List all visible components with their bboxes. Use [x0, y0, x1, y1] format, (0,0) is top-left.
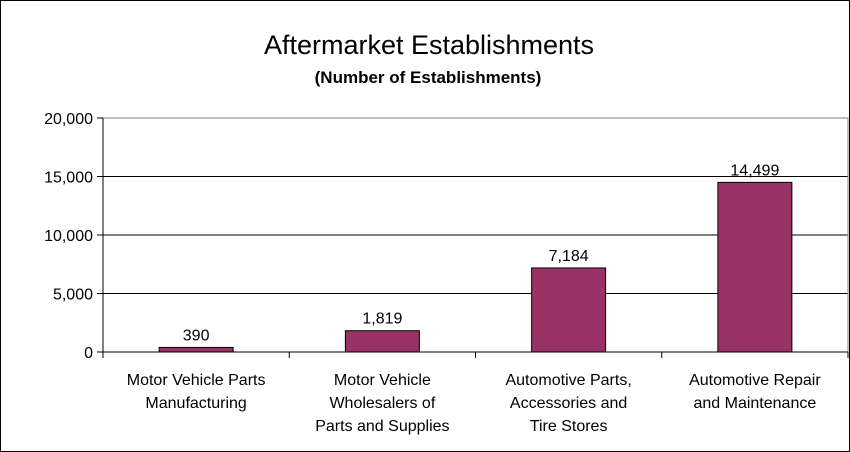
category-label: Automotive Repair and Maintenance	[689, 372, 821, 412]
category-label-line: Accessories and	[510, 395, 627, 412]
y-tick-label: 20,000	[44, 111, 93, 128]
category-label: Motor Vehicle Parts Manufacturing	[127, 372, 266, 412]
bars	[158, 181, 793, 353]
category-label-line: Wholesalers of	[329, 395, 435, 412]
y-tick-label: 15,000	[44, 170, 93, 187]
bar	[531, 267, 607, 353]
category-label: Automotive Parts, Accessories and Tire Sto…	[505, 372, 631, 435]
category-label-line: Automotive Parts,	[505, 372, 631, 389]
bar	[158, 346, 234, 353]
chart-title: Aftermarket Establishments	[264, 30, 594, 60]
data-label: 1,819	[362, 311, 402, 328]
y-tick-label: 5,000	[53, 287, 93, 304]
category-label-line: Motor Vehicle Parts	[127, 372, 266, 389]
y-tick-label: 10,000	[44, 228, 93, 245]
bar	[344, 330, 420, 353]
category-label-line: Manufacturing	[145, 395, 246, 412]
category-label-line: and Maintenance	[693, 395, 816, 412]
category-label-line: Parts and Supplies	[315, 418, 449, 435]
category-label-line: Motor Vehicle	[334, 372, 431, 389]
data-labels: 390 1,819 7,184 14,499	[183, 162, 780, 344]
y-tick-label: 0	[84, 345, 93, 362]
bar	[717, 181, 793, 353]
x-ticks	[102, 352, 849, 358]
data-label: 390	[183, 327, 210, 344]
category-label-line: Tire Stores	[530, 418, 608, 435]
chart-subtitle: (Number of Establishments)	[315, 68, 542, 87]
category-label-line: Automotive Repair	[689, 372, 821, 389]
data-label: 7,184	[549, 248, 589, 265]
data-label: 14,499	[730, 162, 779, 179]
category-label: Motor Vehicle Wholesalers of Parts and Sup…	[315, 372, 449, 435]
y-ticks: 0 5,000 10,000 15,000 20,000	[44, 111, 103, 362]
